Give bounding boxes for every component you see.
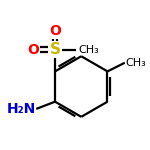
Text: O: O (49, 24, 61, 38)
Text: O: O (27, 43, 39, 57)
Text: CH₃: CH₃ (78, 45, 99, 55)
Text: S: S (50, 42, 61, 57)
Text: CH₃: CH₃ (126, 58, 146, 68)
Text: H₂N: H₂N (6, 102, 36, 116)
